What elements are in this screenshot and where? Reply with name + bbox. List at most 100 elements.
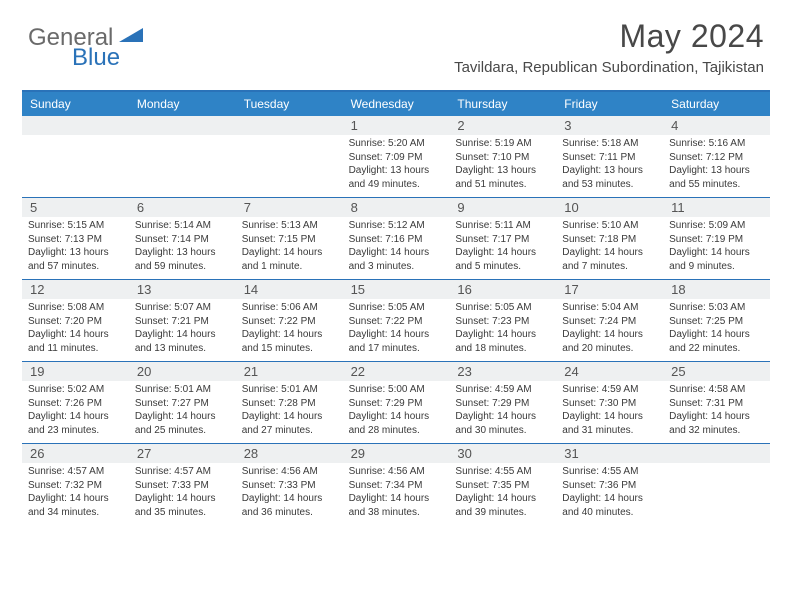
- day-number: 1: [343, 116, 450, 135]
- sunset-line: Sunset: 7:22 PM: [349, 315, 444, 329]
- day-number: 14: [236, 280, 343, 299]
- day-number: 27: [129, 444, 236, 463]
- sunrise-line: Sunrise: 4:56 AM: [242, 465, 337, 479]
- day-number: [236, 116, 343, 135]
- calendar-body: 1234Sunrise: 5:20 AMSunset: 7:09 PMDayli…: [22, 116, 770, 525]
- sunrise-line: Sunrise: 4:55 AM: [455, 465, 550, 479]
- daylight-line: Daylight: 14 hours and 31 minutes.: [562, 410, 657, 437]
- day-header: Wednesday: [343, 92, 450, 116]
- day-number: 5: [22, 198, 129, 217]
- day-header: Monday: [129, 92, 236, 116]
- sunset-line: Sunset: 7:23 PM: [455, 315, 550, 329]
- daylight-line: Daylight: 14 hours and 36 minutes.: [242, 492, 337, 519]
- daylight-line: Daylight: 14 hours and 39 minutes.: [455, 492, 550, 519]
- daylight-line: Daylight: 14 hours and 32 minutes.: [669, 410, 764, 437]
- day-number: 11: [663, 198, 770, 217]
- day-header: Friday: [556, 92, 663, 116]
- day-cell: Sunrise: 5:06 AMSunset: 7:22 PMDaylight:…: [236, 299, 343, 361]
- daylight-line: Daylight: 14 hours and 13 minutes.: [135, 328, 230, 355]
- sunset-line: Sunset: 7:10 PM: [455, 151, 550, 165]
- sunrise-line: Sunrise: 5:01 AM: [242, 383, 337, 397]
- sunset-line: Sunset: 7:20 PM: [28, 315, 123, 329]
- sunrise-line: Sunrise: 5:15 AM: [28, 219, 123, 233]
- sunset-line: Sunset: 7:24 PM: [562, 315, 657, 329]
- daylight-line: Daylight: 14 hours and 38 minutes.: [349, 492, 444, 519]
- daylight-line: Daylight: 14 hours and 23 minutes.: [28, 410, 123, 437]
- sunrise-line: Sunrise: 4:58 AM: [669, 383, 764, 397]
- day-number: [129, 116, 236, 135]
- day-number: 7: [236, 198, 343, 217]
- header: General Blue May 2024 Tavildara, Republi…: [0, 0, 792, 82]
- logo-triangle-icon: [119, 26, 145, 51]
- sunset-line: Sunset: 7:22 PM: [242, 315, 337, 329]
- day-cell: Sunrise: 4:59 AMSunset: 7:30 PMDaylight:…: [556, 381, 663, 443]
- day-cell: Sunrise: 5:16 AMSunset: 7:12 PMDaylight:…: [663, 135, 770, 197]
- day-cell: Sunrise: 5:20 AMSunset: 7:09 PMDaylight:…: [343, 135, 450, 197]
- sunset-line: Sunset: 7:15 PM: [242, 233, 337, 247]
- day-number: 12: [22, 280, 129, 299]
- day-cell: [236, 135, 343, 197]
- day-number: 20: [129, 362, 236, 381]
- day-cell: [22, 135, 129, 197]
- sunset-line: Sunset: 7:19 PM: [669, 233, 764, 247]
- daylight-line: Daylight: 13 hours and 55 minutes.: [669, 164, 764, 191]
- daylight-line: Daylight: 14 hours and 22 minutes.: [669, 328, 764, 355]
- sunrise-line: Sunrise: 4:59 AM: [562, 383, 657, 397]
- sunset-line: Sunset: 7:32 PM: [28, 479, 123, 493]
- day-cell: Sunrise: 4:58 AMSunset: 7:31 PMDaylight:…: [663, 381, 770, 443]
- day-number: 15: [343, 280, 450, 299]
- sunset-line: Sunset: 7:25 PM: [669, 315, 764, 329]
- day-cell: Sunrise: 5:11 AMSunset: 7:17 PMDaylight:…: [449, 217, 556, 279]
- daylight-line: Daylight: 14 hours and 28 minutes.: [349, 410, 444, 437]
- title-block: May 2024 Tavildara, Republican Subordina…: [454, 18, 764, 76]
- daylight-line: Daylight: 14 hours and 17 minutes.: [349, 328, 444, 355]
- daylight-line: Daylight: 13 hours and 49 minutes.: [349, 164, 444, 191]
- day-cell: Sunrise: 5:19 AMSunset: 7:10 PMDaylight:…: [449, 135, 556, 197]
- month-title: May 2024: [454, 18, 764, 55]
- day-cell: Sunrise: 5:08 AMSunset: 7:20 PMDaylight:…: [22, 299, 129, 361]
- day-cell: Sunrise: 5:12 AMSunset: 7:16 PMDaylight:…: [343, 217, 450, 279]
- sunrise-line: Sunrise: 5:13 AM: [242, 219, 337, 233]
- day-cell: Sunrise: 5:14 AMSunset: 7:14 PMDaylight:…: [129, 217, 236, 279]
- day-number: [22, 116, 129, 135]
- sunrise-line: Sunrise: 5:18 AM: [562, 137, 657, 151]
- sunrise-line: Sunrise: 4:55 AM: [562, 465, 657, 479]
- day-number: [663, 444, 770, 463]
- day-number: 25: [663, 362, 770, 381]
- sunrise-line: Sunrise: 5:09 AM: [669, 219, 764, 233]
- sunset-line: Sunset: 7:21 PM: [135, 315, 230, 329]
- day-cell: Sunrise: 5:05 AMSunset: 7:22 PMDaylight:…: [343, 299, 450, 361]
- logo-text-blue: Blue: [72, 44, 120, 72]
- day-number: 16: [449, 280, 556, 299]
- day-number: 24: [556, 362, 663, 381]
- day-cell: Sunrise: 4:57 AMSunset: 7:32 PMDaylight:…: [22, 463, 129, 525]
- location-text: Tavildara, Republican Subordination, Taj…: [454, 59, 764, 76]
- sunrise-line: Sunrise: 5:05 AM: [349, 301, 444, 315]
- day-number: 18: [663, 280, 770, 299]
- day-cell: Sunrise: 5:07 AMSunset: 7:21 PMDaylight:…: [129, 299, 236, 361]
- day-number: 8: [343, 198, 450, 217]
- daylight-line: Daylight: 13 hours and 59 minutes.: [135, 246, 230, 273]
- sunrise-line: Sunrise: 4:57 AM: [28, 465, 123, 479]
- sunrise-line: Sunrise: 5:06 AM: [242, 301, 337, 315]
- daylight-line: Daylight: 14 hours and 40 minutes.: [562, 492, 657, 519]
- day-number: 9: [449, 198, 556, 217]
- day-header: Tuesday: [236, 92, 343, 116]
- sunrise-line: Sunrise: 5:16 AM: [669, 137, 764, 151]
- day-cell: Sunrise: 5:02 AMSunset: 7:26 PMDaylight:…: [22, 381, 129, 443]
- day-cell: Sunrise: 5:05 AMSunset: 7:23 PMDaylight:…: [449, 299, 556, 361]
- daylight-line: Daylight: 14 hours and 3 minutes.: [349, 246, 444, 273]
- sunrise-line: Sunrise: 4:57 AM: [135, 465, 230, 479]
- sunset-line: Sunset: 7:17 PM: [455, 233, 550, 247]
- day-number: 30: [449, 444, 556, 463]
- day-cell: Sunrise: 4:57 AMSunset: 7:33 PMDaylight:…: [129, 463, 236, 525]
- sunset-line: Sunset: 7:14 PM: [135, 233, 230, 247]
- day-cell: Sunrise: 5:13 AMSunset: 7:15 PMDaylight:…: [236, 217, 343, 279]
- day-number: 13: [129, 280, 236, 299]
- day-cell: Sunrise: 5:09 AMSunset: 7:19 PMDaylight:…: [663, 217, 770, 279]
- sunrise-line: Sunrise: 5:12 AM: [349, 219, 444, 233]
- day-cell: Sunrise: 4:55 AMSunset: 7:35 PMDaylight:…: [449, 463, 556, 525]
- sunset-line: Sunset: 7:09 PM: [349, 151, 444, 165]
- day-cell: Sunrise: 4:56 AMSunset: 7:33 PMDaylight:…: [236, 463, 343, 525]
- day-number: 19: [22, 362, 129, 381]
